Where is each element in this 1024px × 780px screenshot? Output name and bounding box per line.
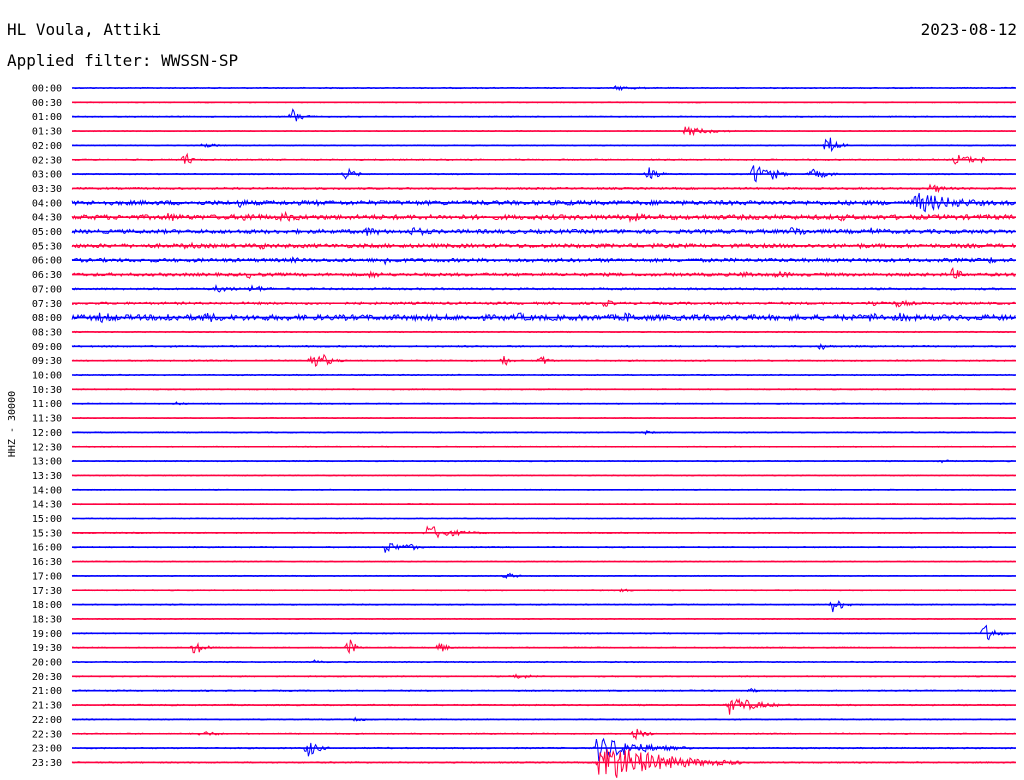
trace-line — [71, 108, 1016, 122]
row-time-label: 16:30 — [32, 557, 62, 568]
row-time-label: 22:00 — [32, 715, 62, 726]
row-time-label: 02:30 — [32, 155, 62, 166]
row-time-label: 22:30 — [32, 729, 62, 740]
row-time-label: 09:30 — [32, 356, 62, 367]
row-time-label: 14:00 — [32, 485, 62, 496]
trace-line — [71, 600, 1016, 613]
row-time-label: 16:00 — [32, 543, 62, 554]
row-time-label: 14:30 — [32, 500, 62, 511]
row-time-label: 03:00 — [32, 170, 62, 181]
row-time-label: 13:30 — [32, 471, 62, 482]
row-time-label: 08:00 — [32, 313, 62, 324]
row-time-label: 12:00 — [32, 428, 62, 439]
row-time-label: 13:00 — [32, 457, 62, 468]
trace-line — [71, 267, 1016, 280]
row-time-label: 12:30 — [32, 442, 62, 453]
row-time-label: 17:30 — [32, 586, 62, 597]
row-time-label: 17:00 — [32, 571, 62, 582]
row-time-label: 19:30 — [32, 643, 62, 654]
row-time-label: 20:30 — [32, 672, 62, 683]
row-time-label: 04:30 — [32, 213, 62, 224]
trace-line — [71, 749, 1016, 778]
row-time-label: 09:00 — [32, 342, 62, 353]
row-time-label: 08:30 — [32, 327, 62, 338]
trace-line — [71, 639, 1016, 655]
row-time-label: 23:00 — [32, 744, 62, 755]
row-time-label: 01:30 — [32, 127, 62, 138]
row-time-label: 20:00 — [32, 658, 62, 669]
row-time-label: 21:00 — [32, 686, 62, 697]
row-time-label: 06:30 — [32, 270, 62, 281]
row-time-label: 00:00 — [32, 84, 62, 95]
trace-line — [71, 137, 1016, 153]
row-time-label: 06:00 — [32, 256, 62, 267]
row-time-label: 15:00 — [32, 514, 62, 525]
row-time-label: 10:00 — [32, 371, 62, 382]
row-time-label: 10:30 — [32, 385, 62, 396]
row-time-label: 03:30 — [32, 184, 62, 195]
row-time-label: 00:30 — [32, 98, 62, 109]
row-time-label: 18:00 — [32, 600, 62, 611]
row-time-label: 23:30 — [32, 758, 62, 769]
filter-label: Applied filter: WWSSN-SP — [7, 51, 239, 70]
trace-line — [71, 737, 1016, 762]
row-time-label: 07:30 — [32, 299, 62, 310]
row-time-label: 04:00 — [32, 198, 62, 209]
row-time-label: 19:00 — [32, 629, 62, 640]
y-axis-label: HHZ - 30000 — [7, 391, 18, 457]
row-time-label: 18:30 — [32, 614, 62, 625]
row-time-label: 07:00 — [32, 284, 62, 295]
row-time-label: 02:00 — [32, 141, 62, 152]
station-title: HL Voula, Attiki — [7, 20, 162, 39]
trace-line — [71, 542, 1016, 553]
row-time-label: 05:00 — [32, 227, 62, 238]
row-time-label: 01:00 — [32, 112, 62, 123]
trace-line — [71, 697, 1016, 715]
row-time-label: 11:30 — [32, 414, 62, 425]
row-time-label: 11:00 — [32, 399, 62, 410]
record-date: 2023-08-12 — [920, 20, 1017, 39]
row-time-label: 15:30 — [32, 528, 62, 539]
trace-rows: 00:00 00:30 01:00 01:30 02:00 02:30 03:00 03:30… — [32, 84, 1016, 778]
row-time-label: 05:30 — [32, 241, 62, 252]
row-time-label: 21:30 — [32, 701, 62, 712]
